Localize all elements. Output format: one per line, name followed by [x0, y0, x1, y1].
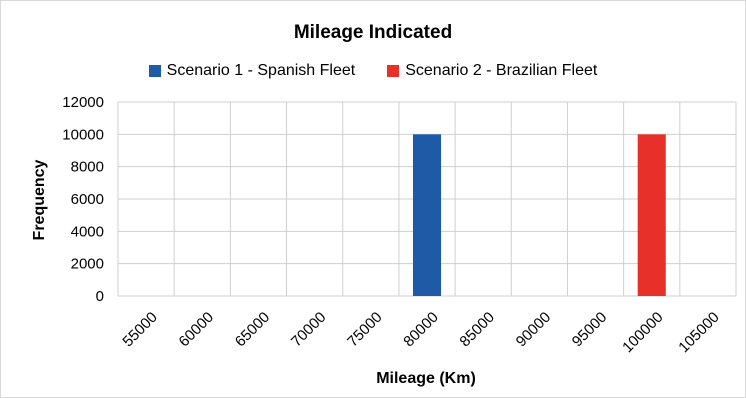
- x-tick-label: 80000: [400, 309, 442, 351]
- x-tick-label: 65000: [232, 309, 274, 351]
- bars: [412, 134, 666, 296]
- x-tick-label: 70000: [288, 309, 330, 351]
- y-tick-label: 8000: [71, 159, 104, 176]
- bar-series-1-80000: [412, 134, 442, 296]
- bar-series-2-100000: [637, 134, 666, 296]
- x-tick-label: 90000: [513, 309, 555, 351]
- chart-title: Mileage Indicated: [293, 22, 453, 43]
- y-tick-label: 0: [96, 288, 104, 305]
- y-tick-label: 10000: [62, 126, 104, 143]
- x-tick-label: 105000: [675, 309, 722, 356]
- x-axis-label: Mileage (Km): [376, 370, 476, 387]
- legend-swatch-series-1: [148, 65, 161, 77]
- y-tick-label: 12000: [62, 94, 104, 111]
- legend-swatch-series-2: [387, 65, 400, 77]
- x-tick-label: 60000: [176, 309, 218, 351]
- y-tick-label: 6000: [71, 191, 104, 208]
- legend-label-series-2: Scenario 2 - Brazilian Fleet: [405, 62, 598, 79]
- x-tick-label: 55000: [119, 309, 161, 351]
- legend-item-series-1: Scenario 1 - Spanish Fleet: [148, 62, 356, 80]
- x-tick-label: 85000: [456, 309, 498, 351]
- x-tick-label: 95000: [569, 309, 611, 351]
- x-tick-labels: 55000 60000 65000 70000 75000 80000 85000 90000…: [119, 309, 722, 356]
- x-tick-label: 100000: [619, 309, 666, 356]
- legend-label-series-1: Scenario 1 - Spanish Fleet: [166, 62, 356, 79]
- legend: Scenario 1 - Spanish Fleet Scenario 2 - …: [0, 62, 746, 80]
- legend-item-series-2: Scenario 2 - Brazilian Fleet: [387, 62, 597, 80]
- y-tick-labels: 0 2000 4000 6000 8000 10000 12000: [62, 94, 104, 305]
- x-tick-label: 75000: [344, 309, 386, 351]
- y-tick-label: 2000: [71, 256, 104, 273]
- y-axis-label: Frequency: [31, 159, 48, 240]
- y-tick-label: 4000: [71, 223, 104, 240]
